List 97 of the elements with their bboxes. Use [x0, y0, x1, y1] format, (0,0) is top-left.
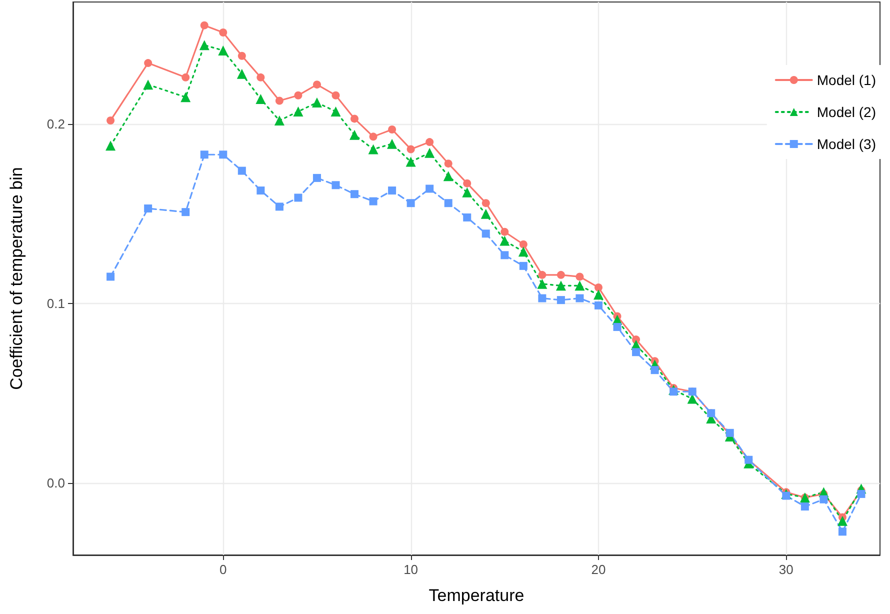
point — [632, 348, 640, 356]
y-tick-label: 0.2 — [46, 116, 65, 132]
point — [820, 495, 828, 504]
point — [500, 251, 509, 260]
point — [594, 283, 602, 292]
point — [424, 148, 435, 158]
point — [613, 322, 622, 331]
point — [782, 492, 790, 500]
point — [332, 181, 340, 190]
point — [332, 91, 340, 100]
point — [275, 202, 284, 211]
point — [256, 186, 265, 195]
point — [387, 138, 398, 149]
point — [256, 94, 266, 104]
point — [200, 150, 208, 159]
point — [274, 116, 284, 126]
legend-label: Model (2) — [816, 104, 876, 120]
point — [350, 190, 359, 198]
point — [574, 280, 585, 291]
point — [312, 80, 321, 89]
point — [519, 240, 528, 248]
point — [238, 52, 246, 60]
x-tick-label: 20 — [591, 562, 606, 577]
point — [800, 502, 809, 511]
point — [857, 490, 866, 498]
point — [275, 96, 284, 105]
point — [388, 186, 396, 195]
point — [650, 366, 659, 374]
point — [406, 156, 416, 167]
point — [594, 301, 602, 310]
point — [106, 140, 116, 151]
point — [500, 236, 510, 246]
point — [238, 166, 246, 175]
point — [837, 516, 848, 526]
point — [106, 116, 115, 124]
point — [144, 204, 152, 212]
y-axis-title: Coefficient of temperature bin — [7, 167, 26, 390]
point — [218, 45, 228, 56]
point — [406, 199, 415, 208]
point — [219, 28, 228, 37]
point — [236, 68, 247, 79]
point — [519, 262, 528, 270]
point — [219, 150, 228, 159]
point — [368, 144, 378, 154]
point — [143, 80, 154, 90]
point — [106, 272, 115, 281]
legend-label: Model (3) — [816, 136, 876, 152]
point — [538, 270, 546, 279]
point — [388, 125, 396, 134]
point — [426, 184, 434, 193]
point — [330, 106, 341, 117]
point — [838, 528, 846, 536]
point — [537, 278, 548, 289]
point — [182, 73, 190, 82]
x-tick-label: 30 — [778, 562, 794, 577]
x-axis-title: Temperature — [428, 586, 524, 605]
point — [444, 199, 452, 208]
point — [556, 270, 565, 279]
point — [350, 130, 360, 140]
point — [350, 114, 359, 123]
point — [199, 40, 210, 50]
point — [294, 91, 302, 100]
point — [462, 187, 472, 198]
point — [369, 132, 378, 141]
point — [500, 228, 509, 236]
legend-label: Model (1) — [816, 72, 876, 88]
x-tick-label: 10 — [404, 562, 418, 577]
point — [369, 197, 378, 206]
point — [482, 230, 490, 238]
point — [444, 160, 452, 168]
point — [256, 73, 265, 82]
point — [518, 246, 528, 257]
point — [312, 174, 321, 182]
point — [538, 294, 546, 302]
point — [294, 194, 302, 202]
y-tick-label: 0.1 — [46, 296, 65, 312]
point — [406, 145, 415, 154]
point — [556, 296, 565, 304]
point — [576, 294, 584, 302]
point — [144, 59, 152, 68]
point — [593, 290, 604, 300]
point — [480, 208, 491, 219]
point — [182, 208, 190, 216]
x-tick-label: 0 — [220, 562, 227, 577]
point — [293, 106, 304, 117]
point — [443, 171, 454, 182]
y-tick-label: 0.0 — [46, 476, 65, 491]
point — [463, 213, 472, 222]
point — [312, 98, 322, 108]
point — [670, 388, 678, 396]
point — [463, 179, 472, 188]
point — [482, 199, 490, 208]
point — [180, 92, 191, 102]
point — [426, 138, 434, 146]
point — [556, 280, 566, 291]
point — [576, 272, 584, 281]
point — [200, 21, 208, 30]
